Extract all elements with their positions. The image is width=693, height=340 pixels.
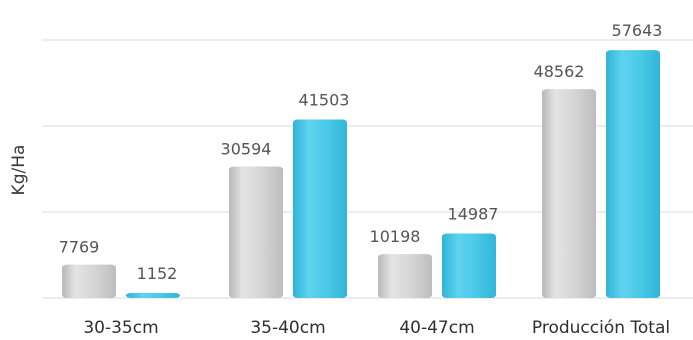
bar (442, 233, 496, 298)
bar (62, 264, 116, 298)
value-labels: 7769 1152 30594 41503 10198 14987 48562 57643 (59, 21, 663, 283)
y-axis-label: Kg/Ha (9, 145, 29, 196)
bar (542, 89, 596, 298)
bars (62, 50, 660, 298)
data-label: 7769 (59, 238, 100, 257)
data-label: 14987 (448, 205, 499, 224)
bar (606, 50, 660, 298)
category-label: Producción Total (532, 318, 670, 338)
bar (229, 166, 283, 298)
category-label: 40-47cm (399, 318, 474, 338)
data-label: 10198 (370, 227, 421, 246)
data-label: 57643 (612, 21, 663, 40)
data-label: 48562 (534, 62, 585, 81)
bar-group (229, 119, 347, 298)
bar (126, 293, 180, 298)
bar-group (378, 233, 496, 298)
bar (378, 254, 432, 298)
data-label: 30594 (221, 139, 272, 158)
category-label: 30-35cm (83, 318, 158, 338)
data-label: 41503 (299, 91, 350, 110)
bar-group (62, 264, 180, 298)
category-label: 35-40cm (250, 318, 325, 338)
data-label: 1152 (137, 264, 178, 283)
bar (293, 119, 347, 298)
bar-group (542, 50, 660, 298)
category-labels: 30-35cm 35-40cm 40-47cm Producción Total (83, 318, 670, 338)
